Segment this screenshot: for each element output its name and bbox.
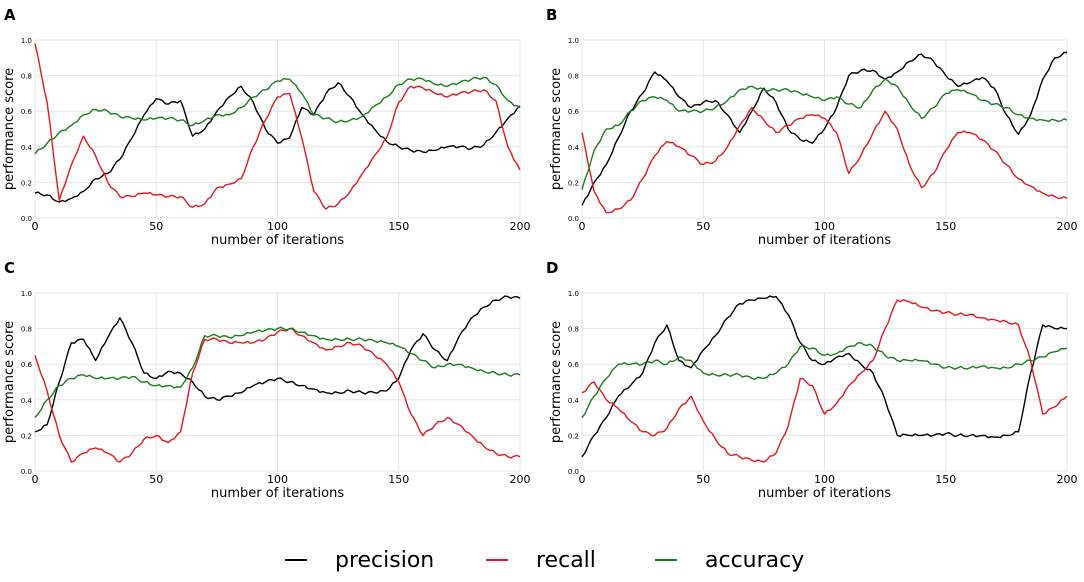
panel-a-xtick-label: 50 [149, 220, 163, 233]
panel-a-ytick-label: 0.4 [21, 144, 33, 152]
panel-c: C 0 50 100 150 200 0.0 0.2 0.4 0.6 0.8 1.0 number of… [2, 259, 531, 501]
panel-a-series-precision [34, 82, 521, 203]
panel-c-ytick-label: 0.2 [21, 432, 32, 440]
panel-c-series-recall [34, 327, 521, 463]
panel-a-letter: A [4, 6, 16, 24]
panel-d-series-accuracy [581, 342, 1068, 419]
panel-a-ytick-label: 0.0 [21, 215, 32, 223]
panel-a-xlabel: number of iterations [211, 233, 344, 248]
accuracy-swatch [655, 559, 677, 561]
panel-c-xtick-label: 100 [267, 473, 288, 486]
panel-d-xlabel: number of iterations [758, 486, 891, 501]
precision-swatch [285, 559, 307, 561]
panel-b-ylabel: performance score [549, 68, 564, 190]
panel-d-xtick-label: 100 [814, 473, 835, 486]
panel-d-xtick-label: 50 [696, 473, 710, 486]
panel-c-ytick-label: 0.4 [21, 397, 33, 405]
panel-b-series-recall [581, 106, 1068, 214]
panel-a-xtick-label: 150 [388, 220, 409, 233]
legend-label-accuracy: accuracy [705, 547, 805, 573]
panel-c-xtick-label: 200 [510, 473, 531, 486]
panel-c-xlabel: number of iterations [211, 486, 344, 501]
panel-b-ytick-label: 0.2 [568, 179, 579, 187]
panel-a-xtick-label: 200 [510, 220, 531, 233]
panel-b-xtick-label: 0 [579, 220, 586, 233]
panel-c-ylabel: performance score [2, 321, 17, 443]
panel-b: B 0 50 100 150 200 0.0 0.2 0.4 0.6 0.8 1.0 number of… [546, 6, 1078, 248]
panel-a-ytick-label: 0.8 [21, 73, 32, 81]
panel-d-series-recall [581, 299, 1068, 463]
panel-d-ytick-label: 0.8 [568, 326, 579, 334]
panel-a-series-recall [34, 43, 521, 210]
legend-item-precision: precision [285, 540, 434, 580]
panel-b-letter: B [546, 6, 557, 24]
panel-d-ytick-label: 0.2 [568, 432, 579, 440]
panel-b-ytick-label: 0.4 [568, 144, 580, 152]
panel-a-xtick-label: 0 [32, 220, 39, 233]
panel-b-xlabel: number of iterations [758, 233, 891, 248]
legend-label-precision: precision [335, 547, 435, 573]
panel-b-ytick-label: 0.8 [568, 73, 579, 81]
panel-a-ylabel: performance score [2, 68, 17, 190]
panel-a: A 0 50 100 150 200 0.0 0.2 0.4 0.6 0.8 1.0 number of… [2, 6, 531, 248]
panel-b-ytick-label: 0.6 [568, 108, 580, 116]
panel-d-ytick-label: 1.0 [568, 290, 579, 298]
panel-d-ylabel: performance score [549, 321, 564, 443]
panel-c-letter: C [4, 259, 15, 277]
panel-c-series-accuracy [34, 326, 521, 419]
panel-b-xtick-label: 200 [1057, 220, 1078, 233]
panel-d-ytick-label: 0.6 [568, 361, 580, 369]
panel-b-xtick-label: 150 [935, 220, 956, 233]
panel-c-ytick-label: 1.0 [21, 290, 32, 298]
panel-d-letter: D [546, 259, 558, 277]
panel-d: D 0 50 100 150 200 0.0 0.2 0.4 0.6 0.8 1.0 number of… [546, 259, 1078, 501]
panel-a-ytick-label: 0.2 [21, 179, 32, 187]
panel-c-ytick-label: 0.8 [21, 326, 32, 334]
legend-item-recall: recall [486, 540, 596, 580]
panel-d-xtick-label: 150 [935, 473, 956, 486]
panel-d-ytick-label: 0.4 [568, 397, 580, 405]
legend-label-recall: recall [536, 547, 596, 573]
panel-a-series-accuracy [34, 76, 521, 155]
panel-c-series-precision [34, 295, 521, 433]
panel-d-xtick-label: 200 [1057, 473, 1078, 486]
panel-d-xtick-label: 0 [579, 473, 586, 486]
panel-a-ytick-label: 1.0 [21, 37, 32, 45]
panel-c-ytick-label: 0.6 [21, 361, 33, 369]
panel-b-ytick-label: 1.0 [568, 37, 579, 45]
panel-c-xtick-label: 0 [32, 473, 39, 486]
panel-c-xtick-label: 150 [388, 473, 409, 486]
panel-a-ytick-label: 0.6 [21, 108, 33, 116]
recall-swatch [486, 559, 508, 561]
legend: precision recall accuracy [0, 540, 1084, 580]
panel-d-series-precision [581, 295, 1067, 458]
panel-b-xtick-label: 100 [814, 220, 835, 233]
panel-a-xtick-label: 100 [267, 220, 288, 233]
legend-item-accuracy: accuracy [655, 540, 804, 580]
panel-b-ytick-label: 0.0 [568, 215, 579, 223]
panel-b-series-accuracy [581, 78, 1068, 190]
panel-c-xtick-label: 50 [149, 473, 163, 486]
panel-b-series-precision [581, 51, 1067, 206]
panel-d-ytick-label: 0.0 [568, 468, 579, 476]
panel-c-ytick-label: 0.0 [21, 468, 32, 476]
panel-b-xtick-label: 50 [696, 220, 710, 233]
